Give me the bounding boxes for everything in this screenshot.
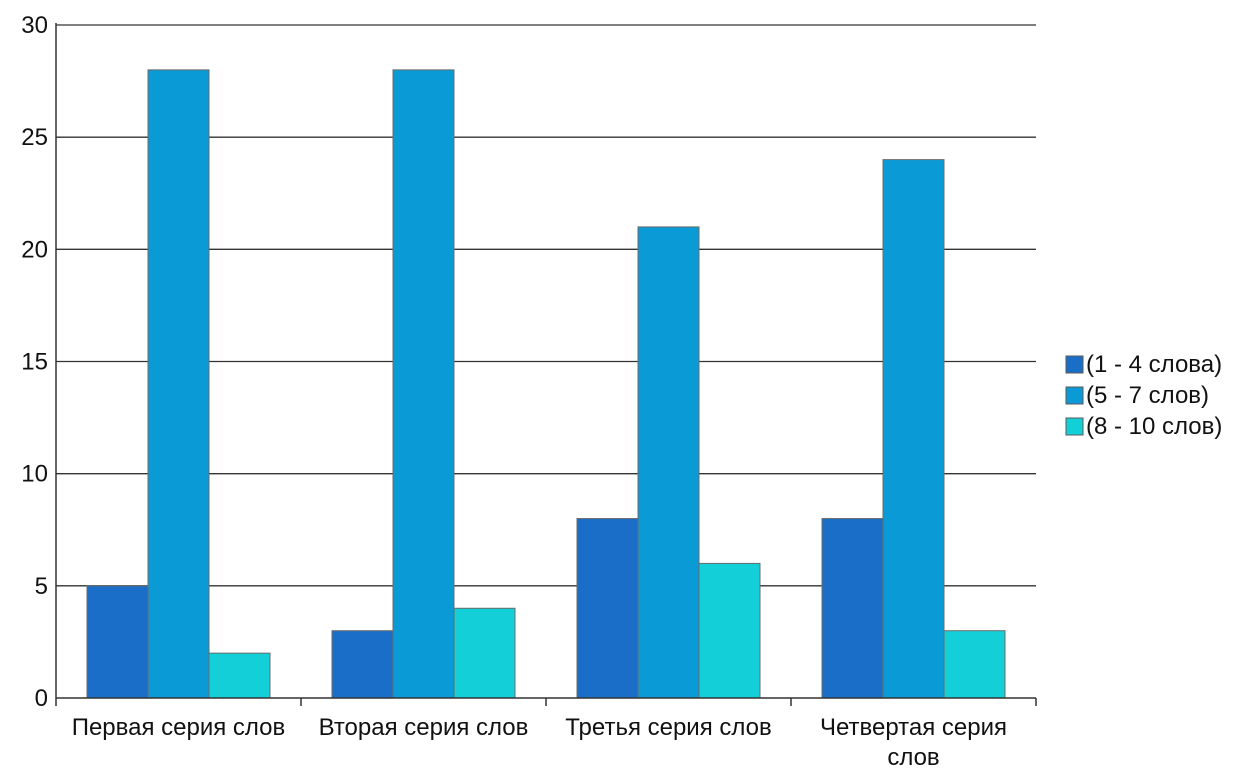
y-tick-label: 30 <box>21 12 48 39</box>
y-tick-label: 15 <box>21 349 48 376</box>
bar <box>208 652 271 699</box>
bar <box>147 69 210 699</box>
bar <box>698 562 761 699</box>
x-category-label: Третья серия слов <box>565 714 772 741</box>
x-category-label: Первая серия слов <box>72 714 286 741</box>
legend-swatch <box>1065 386 1084 405</box>
bar <box>821 518 884 699</box>
legend-label: (8 - 10 слов) <box>1086 413 1222 440</box>
bar <box>392 69 455 699</box>
y-axis-tick-labels: 0 5 10 15 20 25 30 <box>21 12 48 712</box>
axes <box>55 23 1037 706</box>
legend-label: (5 - 7 слов) <box>1086 382 1209 409</box>
x-category-label: Вторая серия слов <box>319 714 529 741</box>
legend: (1 - 4 слова) (5 - 7 слов) (8 - 10 слов) <box>1065 351 1222 440</box>
x-category-label: Четвертая серия слов <box>820 714 1007 771</box>
bar <box>943 630 1006 699</box>
bars <box>86 69 1006 699</box>
y-tick-label: 20 <box>21 236 48 263</box>
bar <box>86 585 149 699</box>
bar <box>882 159 945 699</box>
y-tick-label: 0 <box>35 685 48 712</box>
y-tick-label: 10 <box>21 461 48 488</box>
x-axis-category-labels: Первая серия слов Вторая серия слов Третья… <box>72 714 1007 771</box>
legend-swatch <box>1065 417 1084 436</box>
bar <box>576 518 639 699</box>
bar <box>453 607 516 699</box>
y-tick-label: 5 <box>35 573 48 600</box>
bar <box>637 226 700 699</box>
y-tick-label: 25 <box>21 124 48 151</box>
legend-label: (1 - 4 слова) <box>1086 351 1222 378</box>
bar <box>331 630 394 699</box>
legend-swatch <box>1065 355 1084 374</box>
